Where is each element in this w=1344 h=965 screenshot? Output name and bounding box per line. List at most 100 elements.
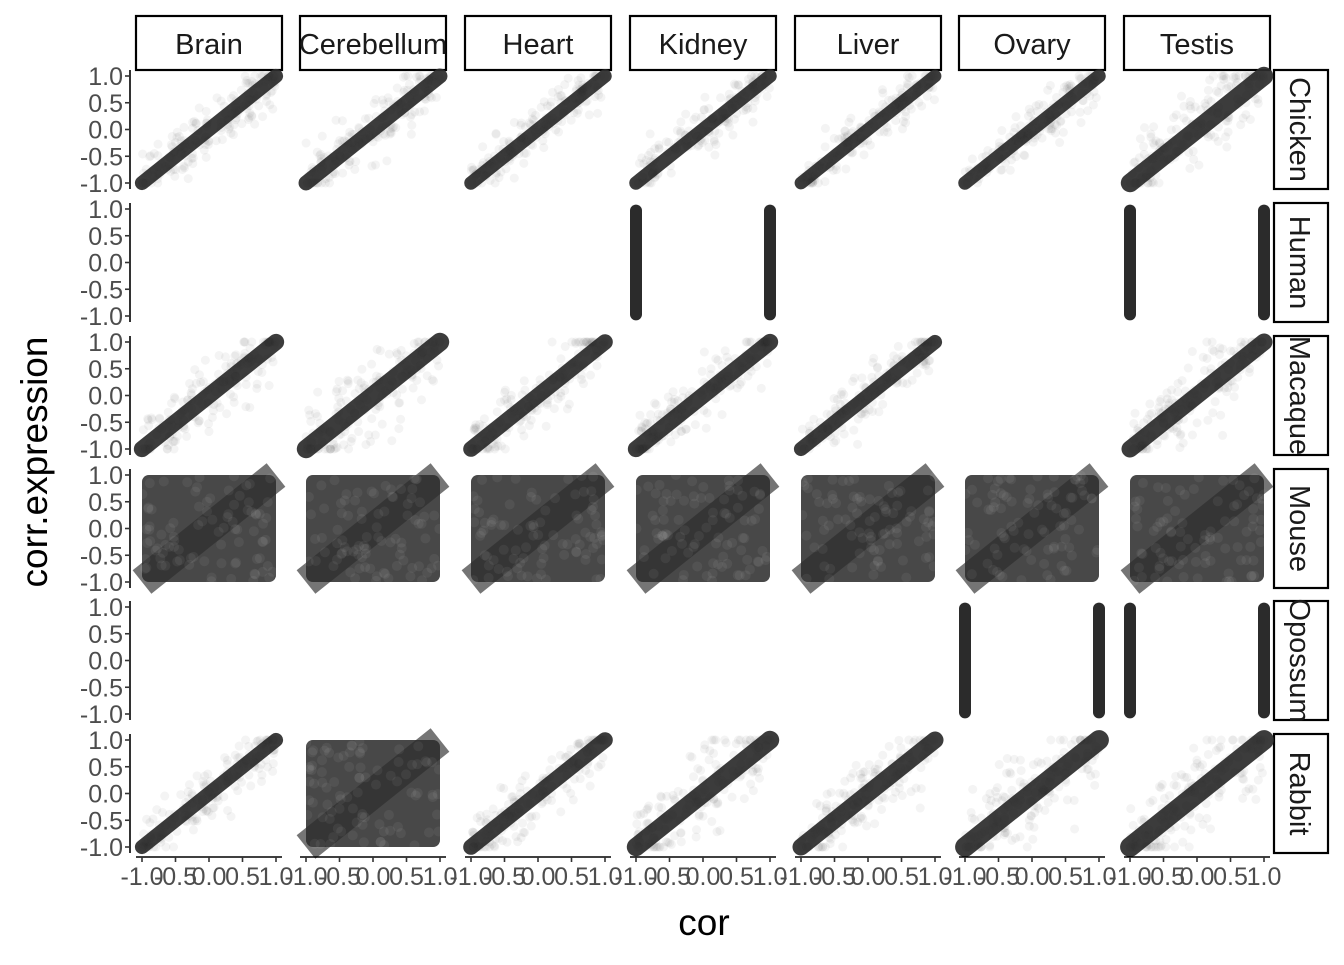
scatter-point <box>179 423 189 433</box>
scatter-point <box>1046 124 1056 134</box>
scatter-point <box>137 489 148 500</box>
scatter-point <box>854 548 865 559</box>
scatter-point <box>839 390 849 400</box>
facet-panel <box>134 732 284 855</box>
scatter-point <box>721 375 731 385</box>
scatter-point <box>802 483 813 494</box>
scatter-point <box>688 541 699 552</box>
scatter-point <box>1130 496 1141 507</box>
scatter-point <box>489 841 499 851</box>
scatter-point <box>546 391 556 401</box>
scatter-point <box>249 757 259 767</box>
scatter-point <box>1199 535 1210 546</box>
scatter-point <box>1187 119 1197 129</box>
scatter-point <box>696 765 706 775</box>
scatter-point <box>1127 168 1137 178</box>
scatter-point <box>357 127 367 137</box>
scatter-point <box>311 169 321 179</box>
scatter-point <box>665 161 675 171</box>
scatter-point <box>715 386 725 396</box>
scatter-point <box>512 524 523 535</box>
scatter-point <box>194 370 204 380</box>
scatter-point <box>596 735 606 745</box>
scatter-point <box>578 486 589 497</box>
scatter-point <box>884 524 895 535</box>
scatter-point <box>250 508 261 519</box>
scatter-point <box>512 563 523 574</box>
diagonal-band <box>626 463 780 594</box>
scatter-point <box>151 832 161 842</box>
scatter-point <box>138 425 148 435</box>
scatter-point <box>410 107 420 117</box>
scatter-point <box>1207 783 1217 793</box>
scatter-point <box>840 132 850 142</box>
scatter-point <box>360 548 371 559</box>
scatter-point <box>717 374 727 384</box>
scatter-point <box>676 136 686 146</box>
scatter-point <box>653 168 663 178</box>
scatter-point <box>1154 403 1164 413</box>
scatter-point <box>325 427 335 437</box>
scatter-point <box>166 153 176 163</box>
scatter-point <box>714 117 724 127</box>
scatter-point <box>648 168 658 178</box>
scatter-point <box>467 439 477 449</box>
scatter-point <box>800 444 810 454</box>
scatter-point <box>328 152 338 162</box>
scatter-point <box>1083 106 1093 116</box>
scatter-point <box>490 178 500 188</box>
scatter-point <box>1019 544 1030 555</box>
scatter-point <box>167 398 177 408</box>
scatter-point <box>1207 106 1217 116</box>
scatter-point <box>834 419 844 429</box>
scatter-point <box>347 803 358 814</box>
scatter-point <box>262 737 272 747</box>
scatter-point <box>879 127 889 137</box>
scatter-point <box>713 118 723 128</box>
scatter-point <box>866 542 877 553</box>
scatter-point <box>384 97 394 107</box>
scatter-point <box>864 528 875 539</box>
scatter-point <box>1155 139 1165 149</box>
scatter-point <box>139 842 149 852</box>
scatter-point <box>402 498 413 509</box>
scatter-point <box>690 130 700 140</box>
scatter-point <box>841 405 851 415</box>
scatter-point <box>589 80 599 90</box>
scatter-point <box>590 351 600 361</box>
scatter-point <box>647 169 657 179</box>
scatter-point <box>812 167 822 177</box>
scatter-point <box>683 393 693 403</box>
scatter-point <box>138 178 148 188</box>
scatter-point <box>1257 500 1268 511</box>
scatter-point <box>198 377 208 387</box>
scatter-point <box>361 531 372 542</box>
scatter-point <box>223 115 233 125</box>
scatter-point <box>693 141 703 151</box>
scatter-point <box>406 365 416 375</box>
scatter-point <box>385 124 395 134</box>
scatter-point <box>1062 101 1072 111</box>
scatter-point <box>868 108 878 118</box>
scatter-point <box>733 475 744 486</box>
scatter-point <box>838 842 848 852</box>
scatter-point <box>716 114 726 124</box>
scatter-point <box>416 74 426 84</box>
x-tick-label: 1.0 <box>1247 863 1282 891</box>
scatter-point <box>243 78 253 88</box>
scatter-point <box>829 394 839 404</box>
scatter-point <box>489 151 499 161</box>
scatter-point <box>508 413 518 423</box>
scatter-point <box>852 508 863 519</box>
scatter-point <box>310 534 321 545</box>
scatter-point <box>816 156 826 166</box>
scatter-point <box>569 757 579 767</box>
scatter-point <box>921 531 932 542</box>
scatter-point <box>516 570 527 581</box>
scatter-point <box>1145 410 1155 420</box>
scatter-point <box>1214 382 1224 392</box>
scatter-point <box>202 789 212 799</box>
scatter-point <box>526 487 537 498</box>
scatter-point <box>1145 399 1155 409</box>
scatter-point <box>270 71 280 81</box>
